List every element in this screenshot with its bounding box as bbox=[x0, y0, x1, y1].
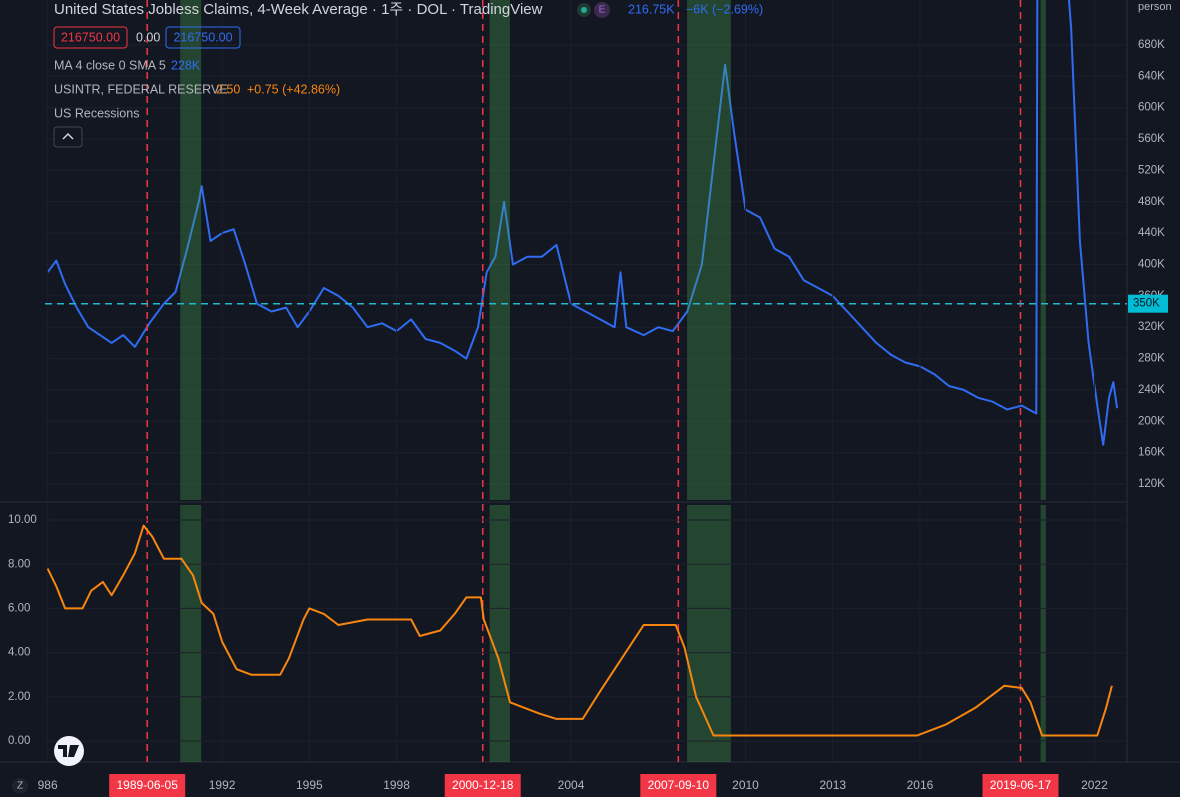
event-label: 2007-09-10 bbox=[648, 778, 710, 792]
rate-change: +0.75 (+42.86%) bbox=[247, 82, 340, 96]
recession-band bbox=[687, 505, 731, 762]
x-tick-label: 2022 bbox=[1081, 778, 1108, 792]
y-tick-label: 4.00 bbox=[8, 647, 30, 659]
earnings-badge bbox=[594, 2, 610, 18]
ma-value: 228K bbox=[171, 58, 201, 72]
recession-band bbox=[180, 0, 202, 500]
ask-chip[interactable] bbox=[165, 26, 241, 49]
y-tick-label: 2.00 bbox=[8, 691, 30, 703]
y-tick-label: 120K bbox=[1138, 478, 1165, 490]
x-tick-label: 2016 bbox=[907, 778, 934, 792]
y-tick-label: 600K bbox=[1138, 102, 1165, 114]
recession-band bbox=[1040, 0, 1046, 500]
y-tick-label: 0.00 bbox=[8, 735, 30, 747]
y-tick-label: 10.00 bbox=[8, 514, 37, 526]
collapse-icon bbox=[62, 132, 74, 140]
zoom-text: Z bbox=[17, 781, 23, 792]
zoom-button[interactable] bbox=[12, 778, 28, 794]
y-tick-label: 680K bbox=[1138, 39, 1165, 51]
y-tick-label: 640K bbox=[1138, 70, 1165, 82]
y-tick-label: 400K bbox=[1138, 259, 1165, 271]
y-tick-label: 560K bbox=[1138, 133, 1165, 145]
collapse-button[interactable] bbox=[53, 126, 83, 148]
price-label-bg bbox=[1128, 294, 1168, 313]
x-tick-label: 2013 bbox=[819, 778, 846, 792]
recessions-label: US Recessions bbox=[54, 106, 139, 120]
recession-band bbox=[1040, 505, 1046, 762]
change-value: −6K (−2.69%) bbox=[686, 2, 763, 16]
plot-layer: 120K160K200K240K280K320K360K400K440K480K… bbox=[8, 0, 1168, 797]
event-label-bg bbox=[444, 774, 521, 797]
rate-title: USINTR, FEDERAL RESERVE bbox=[54, 82, 228, 96]
y-tick-label: 280K bbox=[1138, 353, 1165, 365]
y-tick-label: 160K bbox=[1138, 447, 1165, 459]
pane bbox=[45, 0, 1127, 485]
y-tick-label: 320K bbox=[1138, 321, 1165, 333]
x-tick-label: 2004 bbox=[558, 778, 585, 792]
rate-last: 2.50 bbox=[216, 82, 240, 96]
ma-label: MA 4 close 0 SMA 5 bbox=[54, 58, 166, 72]
event-label-bg bbox=[982, 774, 1059, 797]
tv-logo bbox=[54, 736, 84, 766]
series-line bbox=[46, 0, 1119, 446]
x-tick-label: 1995 bbox=[296, 778, 323, 792]
y-tick-label: 8.00 bbox=[8, 558, 30, 570]
x-tick-label: 986 bbox=[38, 778, 58, 792]
pane bbox=[45, 519, 1127, 742]
x-tick-label: 2010 bbox=[732, 778, 759, 792]
event-label: 2019-06-17 bbox=[990, 778, 1052, 792]
recession-band bbox=[489, 505, 510, 762]
price-label: 350K bbox=[1133, 298, 1160, 310]
event-label-bg bbox=[109, 774, 186, 797]
y-tick-label: 200K bbox=[1138, 415, 1165, 427]
x-tick-label: 1998 bbox=[383, 778, 410, 792]
recession-band bbox=[180, 505, 202, 762]
event-label: 1989-06-05 bbox=[116, 778, 178, 792]
y-tick-label: 240K bbox=[1138, 384, 1165, 396]
y-tick-label: 440K bbox=[1138, 227, 1165, 239]
x-tick-label: 1992 bbox=[209, 778, 236, 792]
ask-chip-text: 216750.00 bbox=[173, 30, 232, 44]
y-tick-label: 480K bbox=[1138, 196, 1165, 208]
y-axis-label: person bbox=[1138, 1, 1172, 13]
recession-band bbox=[687, 0, 731, 500]
status-dot bbox=[581, 7, 587, 13]
bid-chip-text: 216750.00 bbox=[61, 30, 120, 44]
y-tick-label: 520K bbox=[1138, 164, 1165, 176]
spread-text: 0.00 bbox=[136, 30, 160, 44]
recession-band bbox=[489, 0, 510, 500]
bid-chip[interactable] bbox=[53, 26, 128, 49]
last-value: 216.75K bbox=[628, 2, 675, 16]
event-label-bg bbox=[640, 774, 717, 797]
chart-title: United States Jobless Claims, 4-Week Ave… bbox=[54, 1, 543, 18]
event-label: 2000-12-18 bbox=[452, 778, 514, 792]
badge-text: E bbox=[599, 5, 606, 16]
series-line bbox=[46, 524, 1113, 737]
y-tick-label: 6.00 bbox=[8, 602, 30, 614]
